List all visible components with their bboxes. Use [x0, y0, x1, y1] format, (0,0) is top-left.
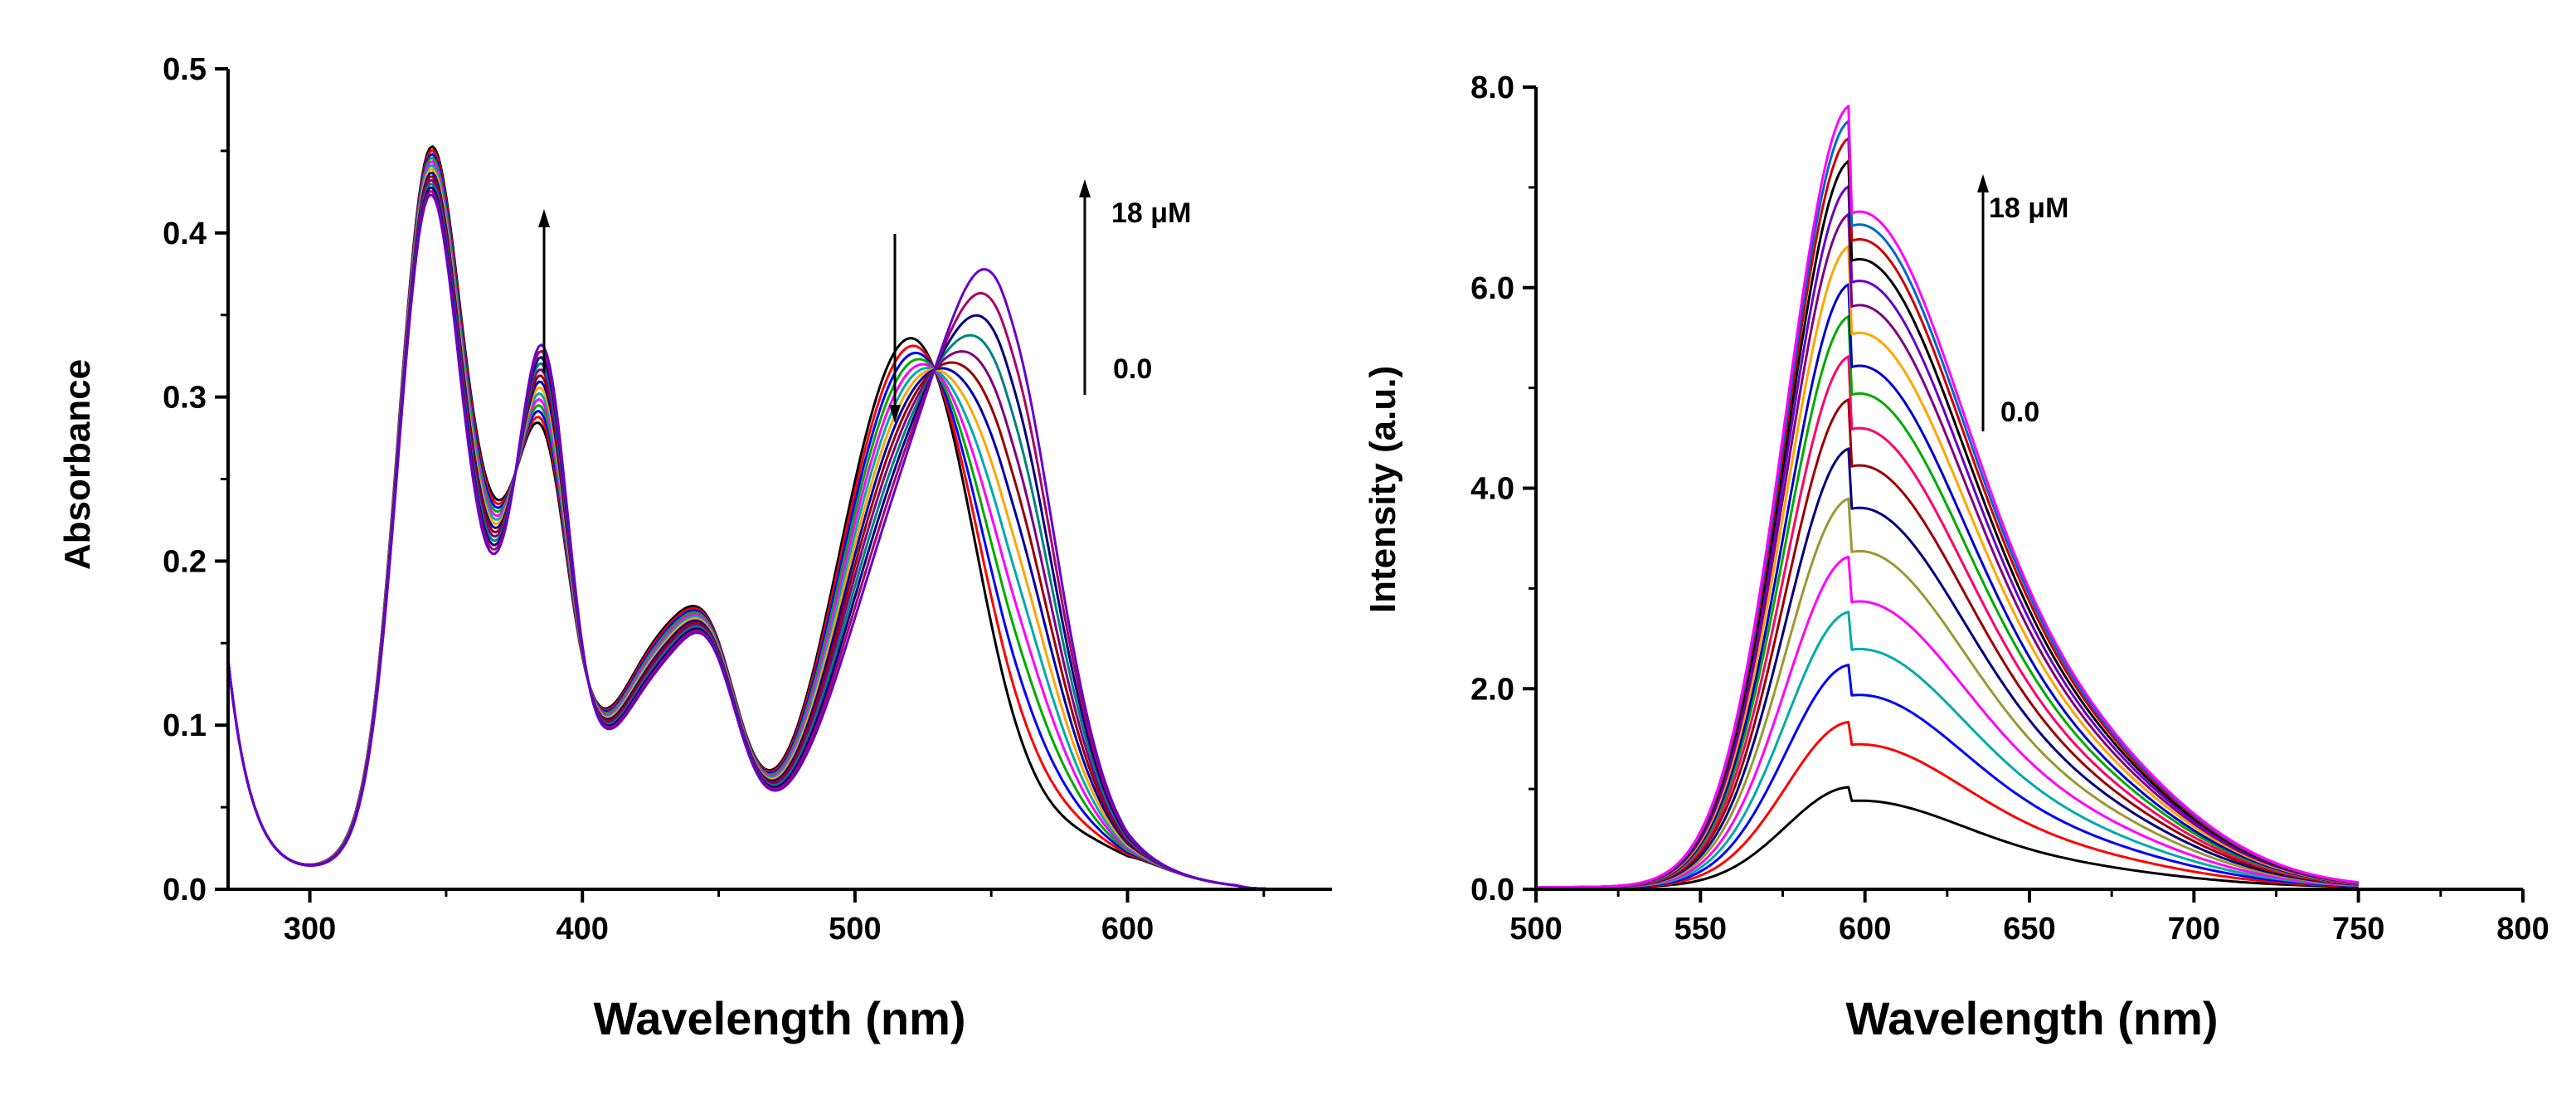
absorbance-y-axis-title: Absorbance — [57, 359, 98, 570]
absorbance-series-line — [226, 182, 1332, 891]
absorbance-y-tick-label: 0.2 — [163, 544, 207, 579]
absorbance-axes: 300 400 500 600 0.0 0.1 0.2 0.3 0.4 0.5 — [163, 52, 1332, 947]
fluorescence-y-tick-label: 6.0 — [1470, 271, 1514, 306]
fluorescence-x-tick-label: 650 — [2003, 912, 2055, 947]
fluorescence-series-line — [1536, 185, 2359, 889]
fluorescence-series-group — [1536, 105, 2359, 889]
fluorescence-series-line — [1536, 398, 2359, 889]
fluorescence-series-line — [1536, 720, 2359, 889]
absorbance-annotations: 18 μM 0.0 — [538, 179, 1191, 423]
absorbance-series-line — [226, 193, 1332, 891]
fluorescence-x-tick-label: 500 — [1509, 912, 1562, 947]
absorbance-x-tick-label: 600 — [1101, 912, 1154, 947]
fluorescence-series-line — [1536, 245, 2359, 889]
absorbance-x-tick-label: 500 — [829, 912, 881, 947]
absorbance-bottom-label: 0.0 — [1113, 353, 1152, 385]
fluorescence-series-line — [1536, 137, 2359, 889]
fluorescence-axes: 500 550 600 650 700 750 800 0.0 2.0 4.0 6.0 8.0 — [1470, 71, 2549, 947]
absorbance-y-tick-label: 0.4 — [163, 217, 207, 251]
fluorescence-bottom-label: 0.0 — [2000, 397, 2039, 428]
absorbance-series-line — [226, 186, 1332, 891]
fluorescence-series-line — [1536, 159, 2359, 889]
absorbance-y-tick-label: 0.5 — [163, 52, 207, 87]
absorbance-x-tick-label: 400 — [557, 912, 609, 947]
absorbance-y-tick-label: 0.3 — [163, 381, 207, 416]
fluorescence-series-line — [1536, 611, 2359, 889]
absorbance-x-axis-title: Wavelength (nm) — [593, 992, 965, 1044]
fluorescence-x-tick-label: 600 — [1839, 912, 1891, 947]
fluorescence-y-tick-label: 2.0 — [1470, 672, 1514, 707]
fluorescence-top-label: 18 μM — [1989, 192, 2068, 224]
absorbance-x-tick-label: 300 — [284, 912, 336, 947]
absorbance-y-tick-label: 0.0 — [163, 873, 207, 908]
absorbance-chart: 300 400 500 600 0.0 0.1 0.2 0.3 0.4 0.5 Wavelengt… — [57, 52, 1332, 1044]
arrowhead-up-385 — [538, 209, 550, 227]
absorbance-series-group — [226, 145, 1332, 891]
fluorescence-x-tick-label: 550 — [1674, 912, 1727, 947]
fluorescence-y-tick-label: 0.0 — [1470, 873, 1514, 908]
fluorescence-y-tick-label: 8.0 — [1470, 71, 1514, 105]
fluorescence-y-axis-title: Intensity (a.u.) — [1363, 366, 1403, 613]
fluorescence-x-tick-label: 700 — [2168, 912, 2220, 947]
fluorescence-y-tick-label: 4.0 — [1470, 472, 1514, 507]
fluorescence-series-line — [1536, 664, 2359, 889]
fluorescence-series-line — [1536, 786, 2359, 889]
arrowhead-down-515 — [889, 405, 901, 423]
fluorescence-x-tick-label: 750 — [2332, 912, 2384, 947]
fluorescence-x-axis-title: Wavelength (nm) — [1845, 992, 2218, 1044]
fluorescence-chart: 500 550 600 650 700 750 800 0.0 2.0 4.0 6.0 8.0 Wav… — [1363, 71, 2549, 1044]
fluorescence-series-line — [1536, 555, 2359, 889]
fluorescence-series-line — [1536, 497, 2359, 889]
absorbance-y-tick-label: 0.1 — [163, 708, 207, 743]
fluorescence-annotations: 18 μM 0.0 — [1977, 174, 2068, 431]
absorbance-top-label: 18 μM — [1111, 197, 1191, 229]
arrowhead-up-555 — [1079, 179, 1091, 197]
fluorescence-x-tick-label: 800 — [2496, 912, 2549, 947]
fluorescence-series-line — [1536, 212, 2359, 889]
arrowhead-up-intensity — [1977, 174, 1989, 192]
fluorescence-series-line — [1536, 105, 2359, 889]
